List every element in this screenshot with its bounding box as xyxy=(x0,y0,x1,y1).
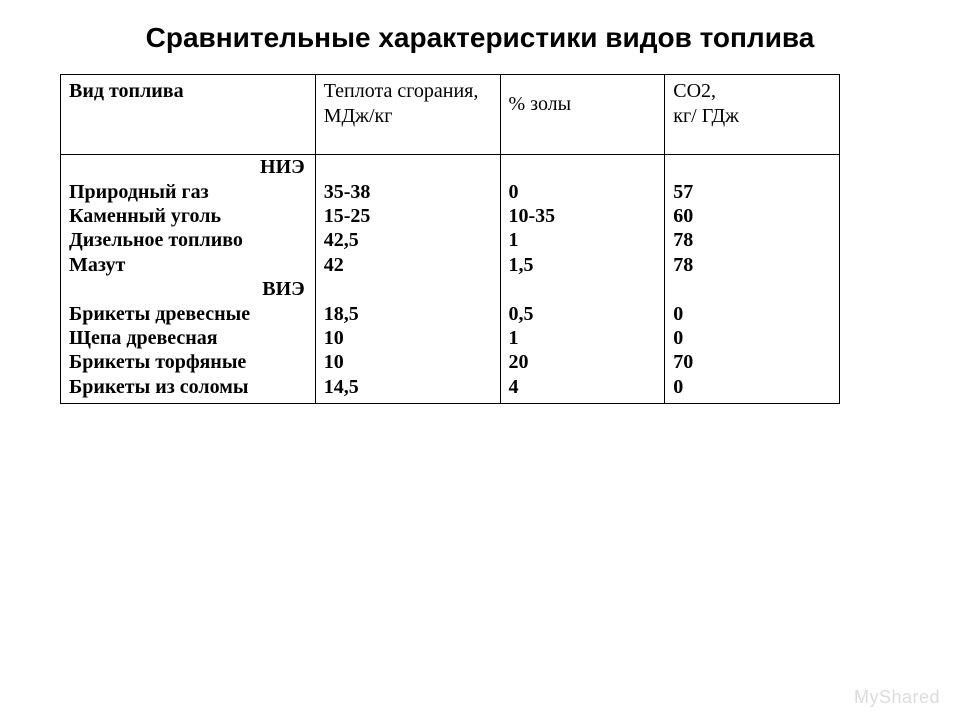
page-title: Сравнительные характеристики видов топли… xyxy=(50,20,910,56)
table-row: Брикеты из соломы 14,5 4 0 xyxy=(61,375,840,404)
cell-fuel: Щепа древесная xyxy=(61,326,316,350)
cell-fuel: Природный газ xyxy=(61,180,316,204)
empty-cell xyxy=(665,155,840,180)
table-row: Мазут 42 1,5 78 xyxy=(61,253,840,277)
empty-cell xyxy=(665,277,840,301)
cell-ash: 1 xyxy=(500,326,665,350)
table-row: Брикеты древесные 18,5 0,5 0 xyxy=(61,302,840,326)
cell-fuel: Каменный уголь xyxy=(61,204,316,228)
cell-co2: 70 xyxy=(665,350,840,374)
col-header-ash: % золы xyxy=(500,75,665,155)
cell-fuel: Брикеты из соломы xyxy=(61,375,316,404)
table-row: Дизельное топливо 42,5 1 78 xyxy=(61,228,840,252)
cell-co2: 0 xyxy=(665,326,840,350)
cell-fuel: Брикеты древесные xyxy=(61,302,316,326)
col-header-heat: Теплота сгорания, МДж/кг xyxy=(315,75,500,155)
section-label: ВИЭ xyxy=(61,277,316,301)
cell-heat: 10 xyxy=(315,350,500,374)
cell-heat: 42,5 xyxy=(315,228,500,252)
cell-ash: 10-35 xyxy=(500,204,665,228)
cell-fuel: Брикеты торфяные xyxy=(61,350,316,374)
cell-ash: 0,5 xyxy=(500,302,665,326)
cell-co2: 78 xyxy=(665,228,840,252)
fuel-comparison-table: Вид топлива Теплота сгорания, МДж/кг % з… xyxy=(60,74,840,404)
empty-cell xyxy=(315,155,500,180)
cell-heat: 10 xyxy=(315,326,500,350)
cell-ash: 4 xyxy=(500,375,665,404)
watermark: MyShared xyxy=(854,687,940,708)
table-row: Природный газ 35-38 0 57 xyxy=(61,180,840,204)
empty-cell xyxy=(500,155,665,180)
empty-cell xyxy=(315,277,500,301)
cell-heat: 42 xyxy=(315,253,500,277)
table-row: Брикеты торфяные 10 20 70 xyxy=(61,350,840,374)
cell-co2: 60 xyxy=(665,204,840,228)
table-header-row: Вид топлива Теплота сгорания, МДж/кг % з… xyxy=(61,75,840,155)
cell-heat: 14,5 xyxy=(315,375,500,404)
empty-cell xyxy=(500,277,665,301)
section-row: ВИЭ xyxy=(61,277,840,301)
cell-heat: 35-38 xyxy=(315,180,500,204)
cell-fuel: Дизельное топливо xyxy=(61,228,316,252)
cell-ash: 20 xyxy=(500,350,665,374)
col-header-co2: СО2, кг/ ГДж xyxy=(665,75,840,155)
section-label: НИЭ xyxy=(61,155,316,180)
cell-ash: 0 xyxy=(500,180,665,204)
cell-co2: 0 xyxy=(665,375,840,404)
cell-fuel: Мазут xyxy=(61,253,316,277)
cell-heat: 18,5 xyxy=(315,302,500,326)
cell-heat: 15-25 xyxy=(315,204,500,228)
cell-ash: 1,5 xyxy=(500,253,665,277)
cell-ash: 1 xyxy=(500,228,665,252)
table-row: Каменный уголь 15-25 10-35 60 xyxy=(61,204,840,228)
cell-co2: 57 xyxy=(665,180,840,204)
cell-co2: 78 xyxy=(665,253,840,277)
col-header-fuel: Вид топлива xyxy=(61,75,316,155)
section-row: НИЭ xyxy=(61,155,840,180)
table-row: Щепа древесная 10 1 0 xyxy=(61,326,840,350)
cell-co2: 0 xyxy=(665,302,840,326)
